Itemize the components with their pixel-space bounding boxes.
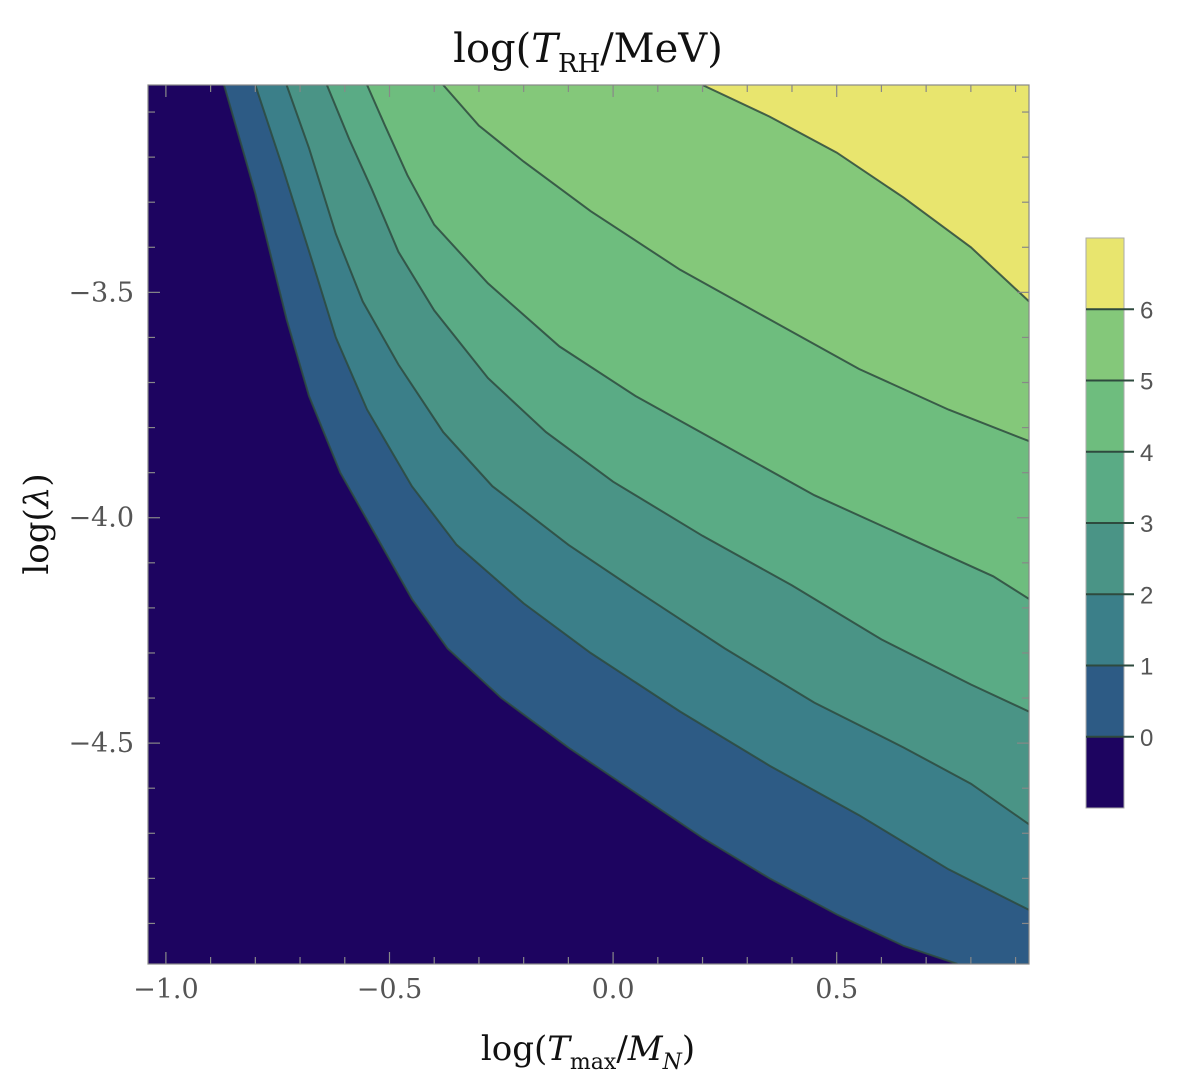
plot-frame bbox=[147, 84, 1030, 965]
y-tick-label: −4.0 bbox=[68, 503, 134, 534]
colorbar-band bbox=[1086, 736, 1124, 808]
colorbar-band bbox=[1086, 380, 1124, 452]
contour-line-5 bbox=[442, 85, 1029, 443]
colorbar-band bbox=[1086, 309, 1124, 381]
colorbar-tick-label: 2 bbox=[1140, 582, 1153, 609]
colorbar-tick-label: 3 bbox=[1140, 511, 1153, 538]
contour-line-6 bbox=[702, 85, 1029, 303]
contour-line-1 bbox=[254, 85, 1029, 911]
colorbar-band bbox=[1086, 238, 1124, 310]
contour-regions bbox=[148, 85, 1029, 964]
colorbar-band bbox=[1086, 523, 1124, 595]
contour-lines bbox=[223, 85, 1029, 964]
colorbar-band bbox=[1086, 451, 1124, 523]
x-tick-label: 0.5 bbox=[815, 974, 858, 1005]
colorbar: 0 1 2 3 4 5 6 bbox=[1085, 237, 1153, 809]
x-axis-ticks: −1.0 −0.5 0.0 0.5 bbox=[133, 85, 1017, 1005]
colorbar-tick-label: 1 bbox=[1140, 654, 1153, 681]
colorbar-band bbox=[1086, 665, 1124, 737]
colorbar-tick-label: 0 bbox=[1140, 725, 1153, 752]
contour-line-2 bbox=[285, 85, 1029, 826]
y-axis-ticks: −3.5 −4.0 −4.5 bbox=[68, 111, 1029, 925]
y-tick-label: −4.5 bbox=[68, 728, 134, 759]
contour-line-4 bbox=[366, 85, 1029, 600]
region-above-6 bbox=[702, 85, 1029, 302]
contour-line-3 bbox=[325, 85, 1029, 713]
y-tick-label: −3.5 bbox=[68, 277, 134, 308]
colorbar-band bbox=[1086, 594, 1124, 666]
x-axis-title: log(Tmax/MN) bbox=[481, 1029, 695, 1075]
contour-line-0 bbox=[223, 85, 958, 964]
x-tick-label: 0.0 bbox=[592, 974, 635, 1005]
colorbar-tick-label: 4 bbox=[1140, 440, 1153, 467]
colorbar-tick-label: 5 bbox=[1140, 369, 1153, 396]
chart-title: log(TRH/MeV) bbox=[453, 26, 723, 79]
colorbar-tick-label: 6 bbox=[1140, 297, 1153, 324]
x-tick-label: −0.5 bbox=[357, 974, 423, 1005]
x-tick-label: −1.0 bbox=[133, 974, 199, 1005]
y-axis-title: log(λ) bbox=[17, 473, 57, 574]
